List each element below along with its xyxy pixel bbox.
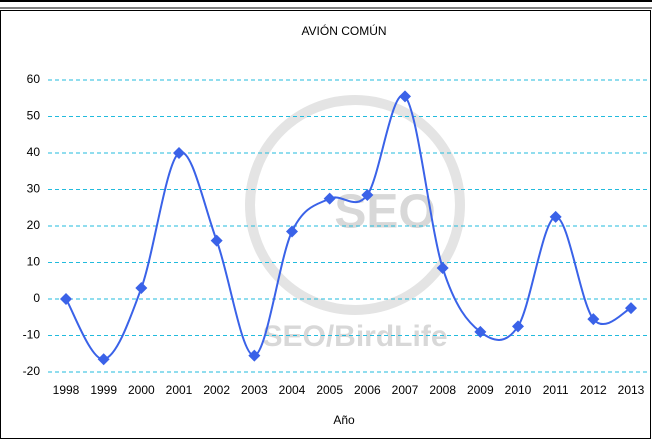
x-tick-label: 2007 xyxy=(392,383,419,397)
data-point xyxy=(135,282,148,295)
x-tick-label: 2004 xyxy=(279,383,306,397)
y-tick-label: 10 xyxy=(27,255,41,269)
data-point xyxy=(549,210,562,223)
x-tick-label: 1999 xyxy=(90,383,117,397)
y-tick-label: 60 xyxy=(27,72,41,86)
x-tick-label: 2003 xyxy=(241,383,268,397)
x-tick-label: 2006 xyxy=(354,383,381,397)
y-tick-label: -20 xyxy=(23,364,41,378)
watermark: SEO xyxy=(334,186,435,239)
x-tick-label: 2008 xyxy=(429,383,456,397)
x-tick-label: 2011 xyxy=(543,383,569,397)
data-point xyxy=(474,325,487,338)
x-tick-label: 2001 xyxy=(166,383,193,397)
y-tick-label: 20 xyxy=(27,218,41,232)
series-line xyxy=(65,94,632,361)
data-point xyxy=(323,192,336,205)
data-point xyxy=(512,320,524,333)
x-axis-label: Año xyxy=(333,413,355,427)
data-point xyxy=(173,147,185,159)
data-point xyxy=(361,188,374,201)
y-tick-label: 0 xyxy=(33,291,40,305)
y-tick-label: 30 xyxy=(27,182,41,196)
watermark: SEO/BirdLife xyxy=(262,320,447,353)
y-tick-label: 40 xyxy=(27,145,41,159)
data-point xyxy=(436,261,449,274)
watermark-logo xyxy=(245,95,465,315)
data-point xyxy=(210,234,223,247)
data-point xyxy=(625,302,637,315)
data-point xyxy=(399,90,411,103)
data-point xyxy=(286,225,298,238)
data-point xyxy=(60,293,72,305)
x-tick-label: 2010 xyxy=(505,383,532,397)
x-tick-label: 2000 xyxy=(128,383,155,397)
y-tick-label: 50 xyxy=(27,109,41,123)
x-tick-label: 2013 xyxy=(618,383,645,397)
data-point xyxy=(587,313,600,326)
x-tick-label: 1998 xyxy=(53,383,80,397)
data-point xyxy=(248,349,261,362)
y-tick-label: -10 xyxy=(23,328,41,342)
data-point xyxy=(97,353,110,366)
x-tick-label: 2012 xyxy=(580,383,607,397)
x-tick-label: 2009 xyxy=(467,383,494,397)
chart-title: AVIÓN COMÚN xyxy=(301,23,386,38)
x-tick-label: 2005 xyxy=(316,383,343,397)
x-tick-label: 2002 xyxy=(203,383,230,397)
